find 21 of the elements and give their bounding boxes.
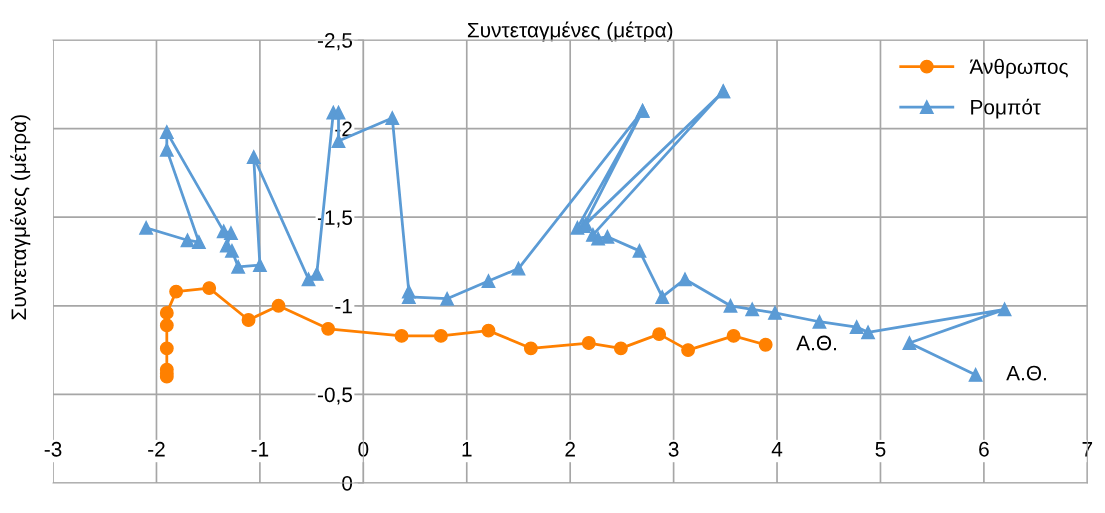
x-tick-label: 5 xyxy=(875,442,886,457)
x-axis-title: Συντεταγμένες (μέτρα) xyxy=(467,21,673,42)
x-tick-label: -3 xyxy=(44,441,62,457)
x-tick-label: -1 xyxy=(251,442,269,457)
x-tick-label: 3 xyxy=(668,441,679,457)
x-tick-label: 4 xyxy=(771,442,783,457)
y-axis-title: Συντεταγμένες (μέτρα) xyxy=(10,115,31,320)
x-tick-label: 6 xyxy=(979,441,989,457)
x-tick-label: 1 xyxy=(462,442,472,457)
y-tick-label: -1 xyxy=(335,299,352,314)
annotation: Α.Θ. xyxy=(796,335,836,351)
y-tick-label: -2,5 xyxy=(317,33,353,51)
x-tick-label: 0 xyxy=(358,441,369,457)
y-tick-label: -0,5 xyxy=(317,387,353,405)
x-tick-label: -2 xyxy=(148,441,165,457)
legend-label: Ρομπότ xyxy=(971,98,1041,119)
annotation: Α.Θ. xyxy=(1006,365,1046,381)
x-tick-label: 7 xyxy=(1082,442,1093,457)
y-tick-label: 0 xyxy=(342,475,353,491)
x-tick-label: 2 xyxy=(565,441,575,457)
legend-label: Άνθρωπος xyxy=(969,58,1068,79)
